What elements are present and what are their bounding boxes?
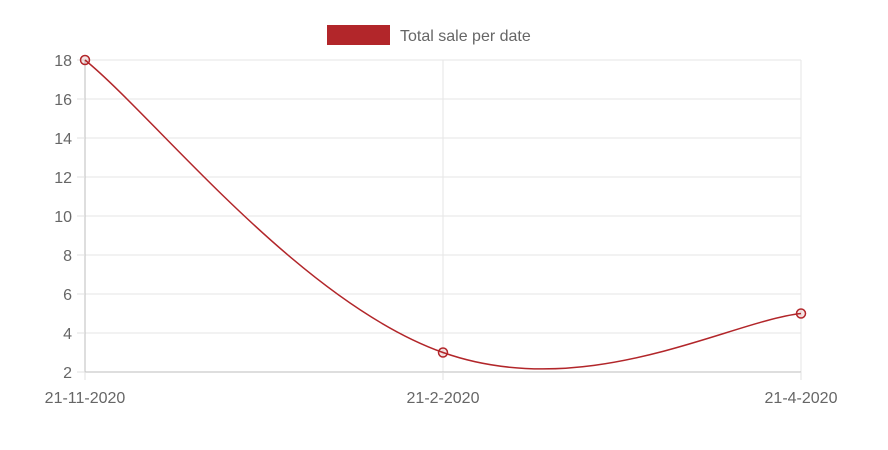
y-axis-ticks: 2 4 6 8 10 12 14 16 18 [54, 53, 85, 382]
y-tick-label: 12 [54, 170, 72, 187]
x-tick-label: 21-4-2020 [765, 390, 838, 407]
legend[interactable]: Total sale per date [327, 25, 531, 45]
x-axis-ticks: 21-11-2020 21-2-2020 21-4-2020 [45, 372, 838, 407]
y-tick-label: 14 [54, 131, 72, 148]
data-point[interactable] [79, 54, 91, 66]
y-tick-label: 6 [63, 287, 72, 304]
y-tick-label: 10 [54, 209, 72, 226]
legend-label: Total sale per date [400, 28, 531, 45]
x-tick-label: 21-2-2020 [407, 390, 480, 407]
y-tick-label: 16 [54, 92, 72, 109]
y-tick-label: 2 [63, 365, 72, 382]
series-total-sale [79, 54, 807, 370]
data-point[interactable] [795, 308, 807, 319]
data-point[interactable] [437, 347, 449, 358]
grid-lines [84, 59, 802, 373]
y-tick-label: 8 [63, 248, 72, 265]
legend-swatch [327, 25, 390, 45]
series-line [84, 59, 802, 370]
y-tick-label: 18 [54, 53, 72, 70]
x-tick-label: 21-11-2020 [45, 390, 126, 407]
y-tick-label: 4 [63, 326, 72, 343]
